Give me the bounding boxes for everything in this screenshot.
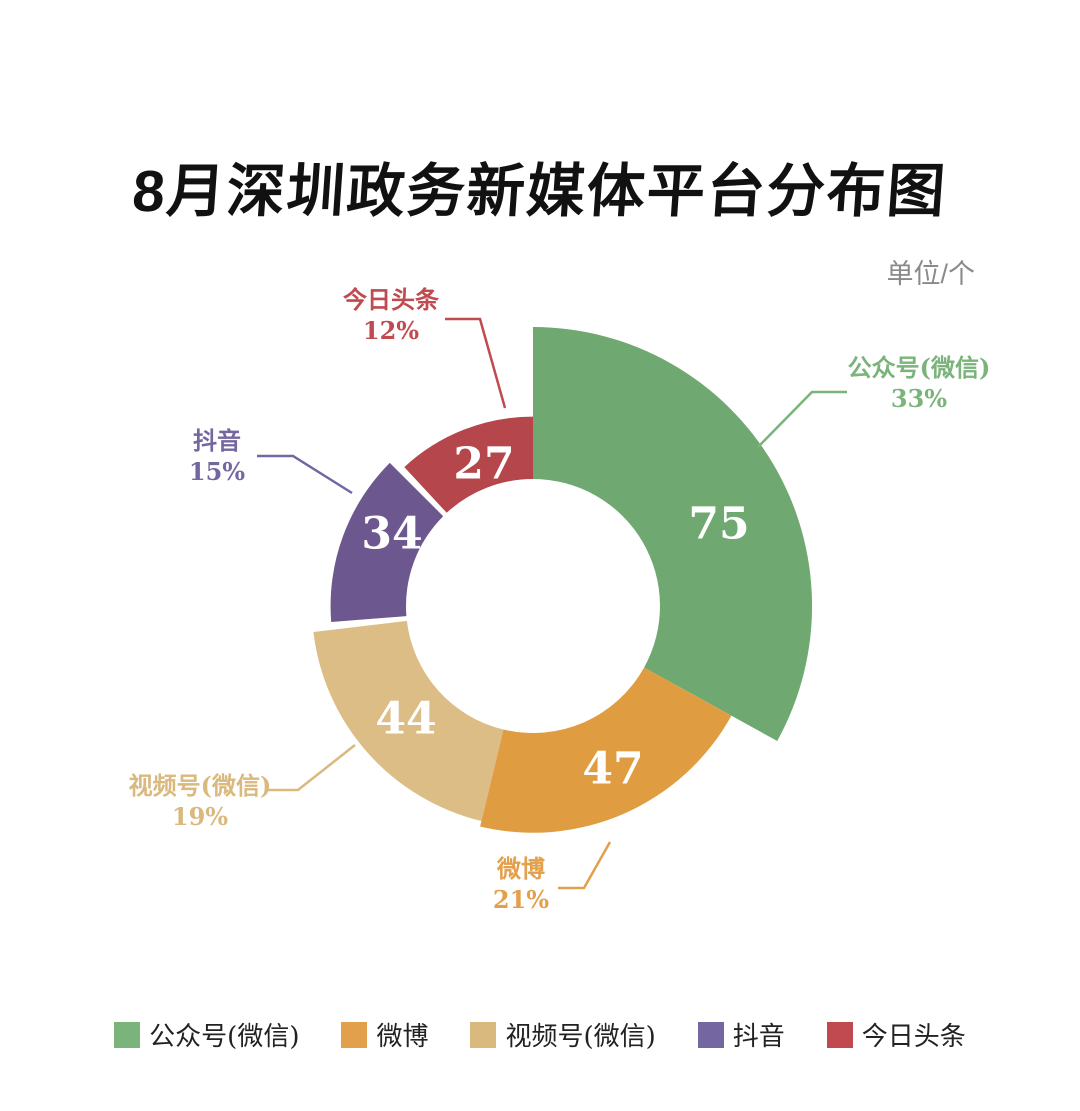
leader-line-wechat-video (267, 744, 356, 792)
slice-weibo[interactable] (480, 667, 732, 833)
leader-line-wechat-official (757, 390, 847, 448)
leader-line-douyin (257, 454, 353, 495)
slice-value-douyin: 34 (361, 508, 423, 560)
slice-toutiao[interactable] (404, 416, 533, 513)
legend-label-weibo: 微博 (376, 1022, 429, 1052)
legend-item-douyin[interactable]: 抖音 (697, 1016, 785, 1053)
callout-wechat-video: 视频号(微信) 19% (80, 770, 320, 832)
callout-wechat-official-name: 公众号(微信) (847, 353, 991, 382)
slice-value-weibo: 47 (582, 743, 644, 795)
legend-swatch-douyin (697, 1021, 724, 1048)
callout-wechat-video-percent: 19% (171, 802, 229, 832)
callout-weibo-percent: 21% (492, 885, 550, 915)
slice-wechat-official[interactable] (533, 326, 813, 741)
unit-label: 单位/个 (886, 259, 975, 289)
slice-wechat-video[interactable] (313, 620, 504, 821)
callout-weibo-name: 微博 (497, 854, 545, 883)
callout-wechat-video-name: 视频号(微信) (128, 771, 272, 800)
legend-swatch-wechat-video (470, 1021, 497, 1048)
legend-swatch-weibo (341, 1021, 368, 1048)
slice-douyin[interactable] (330, 462, 444, 622)
callout-douyin-name: 抖音 (193, 426, 241, 455)
legend-label-wechat-official: 公众号(微信) (149, 1022, 300, 1052)
legend-label-wechat-video: 视频号(微信) (505, 1022, 656, 1052)
callout-toutiao-percent: 12% (362, 316, 420, 346)
callout-wechat-official: 公众号(微信) 33% (799, 352, 1039, 414)
leader-line-toutiao (445, 317, 507, 409)
legend-swatch-toutiao (826, 1021, 853, 1048)
legend-item-wechat-video[interactable]: 视频号(微信) (470, 1016, 656, 1053)
legend-swatch-wechat-official (114, 1021, 141, 1048)
callout-douyin-percent: 15% (188, 457, 246, 487)
legend-item-wechat-official[interactable]: 公众号(微信) (114, 1016, 299, 1053)
callout-weibo: 微博 21% (401, 853, 641, 915)
legend: 公众号(微信) 微博 视频号(微信) 抖音 今日头条 (0, 1016, 1080, 1053)
legend-label-douyin: 抖音 (732, 1022, 785, 1052)
legend-item-toutiao[interactable]: 今日头条 (826, 1016, 966, 1053)
callout-toutiao: 今日头条 12% (271, 284, 511, 346)
slice-value-wechat-official: 75 (688, 498, 750, 550)
leader-line-weibo (558, 841, 612, 890)
callout-wechat-official-percent: 33% (890, 384, 948, 414)
legend-label-toutiao: 今日头条 (861, 1022, 966, 1052)
callout-toutiao-name: 今日头条 (343, 285, 439, 314)
callout-douyin: 抖音 15% (97, 425, 337, 487)
slice-value-wechat-video: 44 (375, 693, 437, 745)
legend-item-weibo[interactable]: 微博 (341, 1016, 428, 1053)
slice-value-toutiao: 27 (453, 438, 515, 490)
